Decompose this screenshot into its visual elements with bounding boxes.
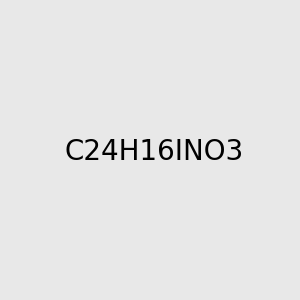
Text: C24H16INO3: C24H16INO3 xyxy=(64,137,243,166)
